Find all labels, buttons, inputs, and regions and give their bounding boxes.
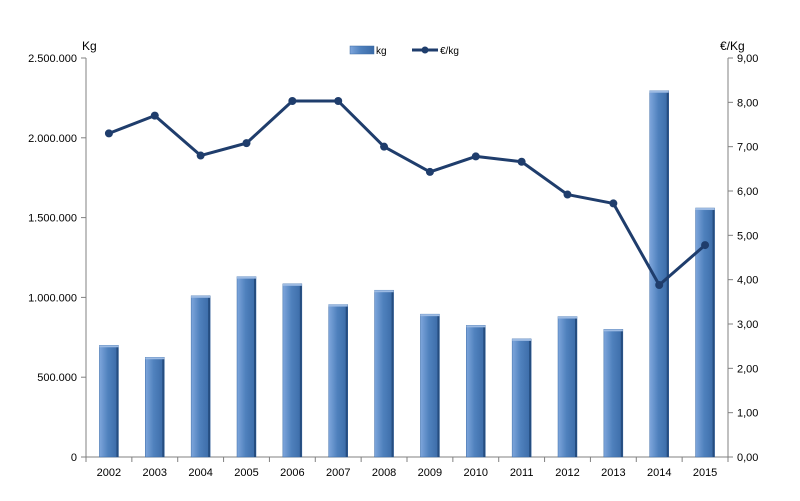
bar: [328, 304, 348, 458]
left-tick-label: 500.000: [37, 372, 77, 384]
bar-top-highlight: [649, 90, 669, 93]
bar-top-highlight: [282, 283, 302, 286]
price-line: [108, 99, 707, 287]
bar-top-highlight: [237, 276, 256, 279]
right-tick-label: 9,00: [737, 53, 758, 65]
bar-shade: [666, 90, 669, 457]
x-tick-label: 2005: [234, 467, 258, 479]
price-marker: [150, 111, 159, 120]
bar-top-highlight: [191, 295, 211, 298]
x-tick-label: 2011: [510, 467, 534, 479]
bar-top-highlight: [420, 314, 440, 317]
bar-top-highlight: [145, 357, 165, 360]
price-marker: [425, 167, 434, 176]
x-tick-label: 2010: [464, 467, 488, 479]
right-tick-label: 1,00: [737, 408, 758, 420]
legend-line-marker: [421, 46, 429, 54]
bar-top-highlight: [466, 325, 486, 328]
bar-shade: [437, 314, 440, 457]
right-tick-label: 0,00: [737, 452, 758, 464]
x-tick-label: 2002: [97, 467, 121, 479]
right-tick-label: 2,00: [737, 363, 758, 375]
bar-top-highlight: [603, 329, 623, 332]
bar: [557, 316, 578, 458]
x-tick-label: 2007: [326, 467, 350, 479]
x-tick-label: 2003: [143, 467, 167, 479]
price-marker: [655, 280, 664, 289]
x-tick-label: 2009: [418, 467, 442, 479]
legend-bar-label: kg: [376, 46, 387, 57]
right-axis-label: €/Kg: [720, 39, 745, 53]
bar-shade: [116, 345, 119, 457]
bar-shade: [254, 276, 256, 457]
price-marker: [609, 199, 618, 208]
bar-shade: [162, 357, 165, 457]
bar: [603, 329, 624, 458]
bar-shade: [299, 283, 302, 457]
bar-shade: [529, 338, 532, 457]
left-tick-label: 1.000.000: [28, 292, 77, 304]
x-tick-label: 2006: [280, 467, 304, 479]
right-tick-label: 7,00: [737, 142, 758, 154]
bar: [236, 276, 257, 458]
bar: [420, 313, 440, 458]
bar-top-highlight: [695, 208, 715, 211]
price-marker: [517, 157, 526, 166]
bar: [374, 289, 394, 458]
price-marker: [104, 129, 113, 138]
bar-top-highlight: [558, 316, 577, 319]
bar: [99, 345, 119, 458]
price-marker: [334, 97, 343, 106]
bar-shade: [712, 208, 715, 457]
right-tick-label: 8,00: [737, 97, 758, 109]
legend-line-label: €/kg: [440, 46, 459, 57]
bar: [145, 357, 165, 458]
bar: [282, 283, 303, 458]
bar-shade: [575, 316, 577, 457]
legend: kg €/kg: [349, 45, 459, 57]
price-marker: [242, 139, 251, 148]
bar: [190, 295, 211, 458]
bar-shade: [620, 329, 623, 457]
right-tick-label: 3,00: [737, 319, 758, 331]
x-tick-label: 2015: [693, 467, 717, 479]
x-tick-label: 2008: [372, 467, 396, 479]
x-tick-label: 2004: [188, 467, 212, 479]
x-tick-label: 2013: [601, 467, 625, 479]
price-marker: [471, 152, 480, 161]
tick-layer: 2.500.000 2.000.000 1.500.000 1.000.000 500.…: [28, 53, 758, 479]
price-marker: [380, 142, 389, 151]
bar-top-highlight: [374, 290, 394, 293]
line-series: [104, 97, 710, 289]
left-tick-label: 0: [71, 452, 77, 464]
price-marker: [196, 151, 205, 160]
left-axis-label: Kg: [82, 39, 97, 53]
right-tick-label: 4,00: [737, 275, 758, 287]
right-tick-label: 6,00: [737, 186, 758, 198]
price-marker: [288, 97, 297, 106]
bar-shade: [483, 325, 486, 457]
bar-top-highlight: [328, 304, 348, 307]
bar-shade: [391, 290, 394, 457]
bar-top-highlight: [512, 338, 532, 341]
x-tick-label: 2014: [647, 467, 671, 479]
left-tick-label: 1.500.000: [28, 213, 77, 225]
x-tick-label: 2012: [555, 467, 579, 479]
bar: [511, 338, 532, 458]
bar: [466, 325, 486, 458]
bar-series: [99, 90, 715, 458]
legend-bar-swatch: [349, 45, 375, 55]
left-tick-label: 2.000.000: [28, 133, 77, 145]
bar-shade: [345, 304, 348, 457]
price-marker: [563, 190, 572, 199]
bar-shade: [208, 295, 211, 457]
left-tick-label: 2.500.000: [28, 53, 77, 65]
right-tick-label: 5,00: [737, 230, 758, 242]
price-marker: [701, 241, 710, 250]
bar-top-highlight: [99, 345, 119, 348]
